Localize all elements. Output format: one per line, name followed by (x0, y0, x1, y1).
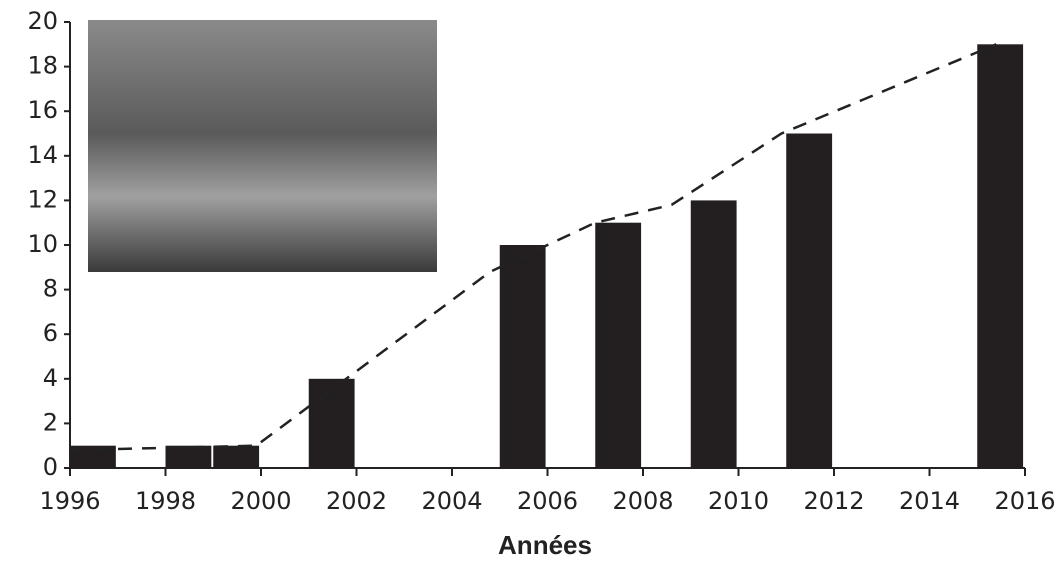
x-tick-label: 2008 (612, 487, 673, 515)
bar (690, 200, 737, 468)
bar (165, 445, 212, 468)
y-tick-label: 6 (43, 319, 58, 347)
x-tick-label: 2004 (421, 487, 482, 515)
y-tick-label: 10 (27, 230, 58, 258)
bar (213, 445, 260, 468)
y-tick-label: 2 (43, 408, 58, 436)
x-tick-label: 2016 (994, 487, 1055, 515)
trend-line (69, 43, 997, 452)
bar (499, 245, 546, 468)
x-axis-label: Années (498, 530, 592, 560)
y-tick-label: 8 (43, 275, 58, 303)
x-tick-label: 2014 (899, 487, 960, 515)
x-tick-label: 2000 (230, 487, 291, 515)
bar (70, 445, 116, 468)
x-tick-label: 2010 (708, 487, 769, 515)
bar (786, 133, 833, 468)
y-tick-label: 4 (43, 364, 58, 392)
x-tick-label: 1996 (39, 487, 100, 515)
y-tick-label: 16 (27, 96, 58, 124)
bar (977, 44, 1024, 469)
bar (595, 222, 642, 468)
y-tick-label: 12 (27, 185, 58, 213)
bar (308, 378, 355, 468)
y-tick-label: 14 (27, 141, 58, 169)
y-tick-label: 20 (27, 7, 58, 35)
x-tick-label: 2006 (517, 487, 578, 515)
y-tick-label: 0 (43, 453, 58, 481)
x-tick-label: 2002 (326, 487, 387, 515)
y-tick-label: 18 (27, 52, 58, 80)
x-tick-label: 1998 (135, 487, 196, 515)
x-tick-label: 2012 (803, 487, 864, 515)
inset-photo (88, 20, 437, 272)
